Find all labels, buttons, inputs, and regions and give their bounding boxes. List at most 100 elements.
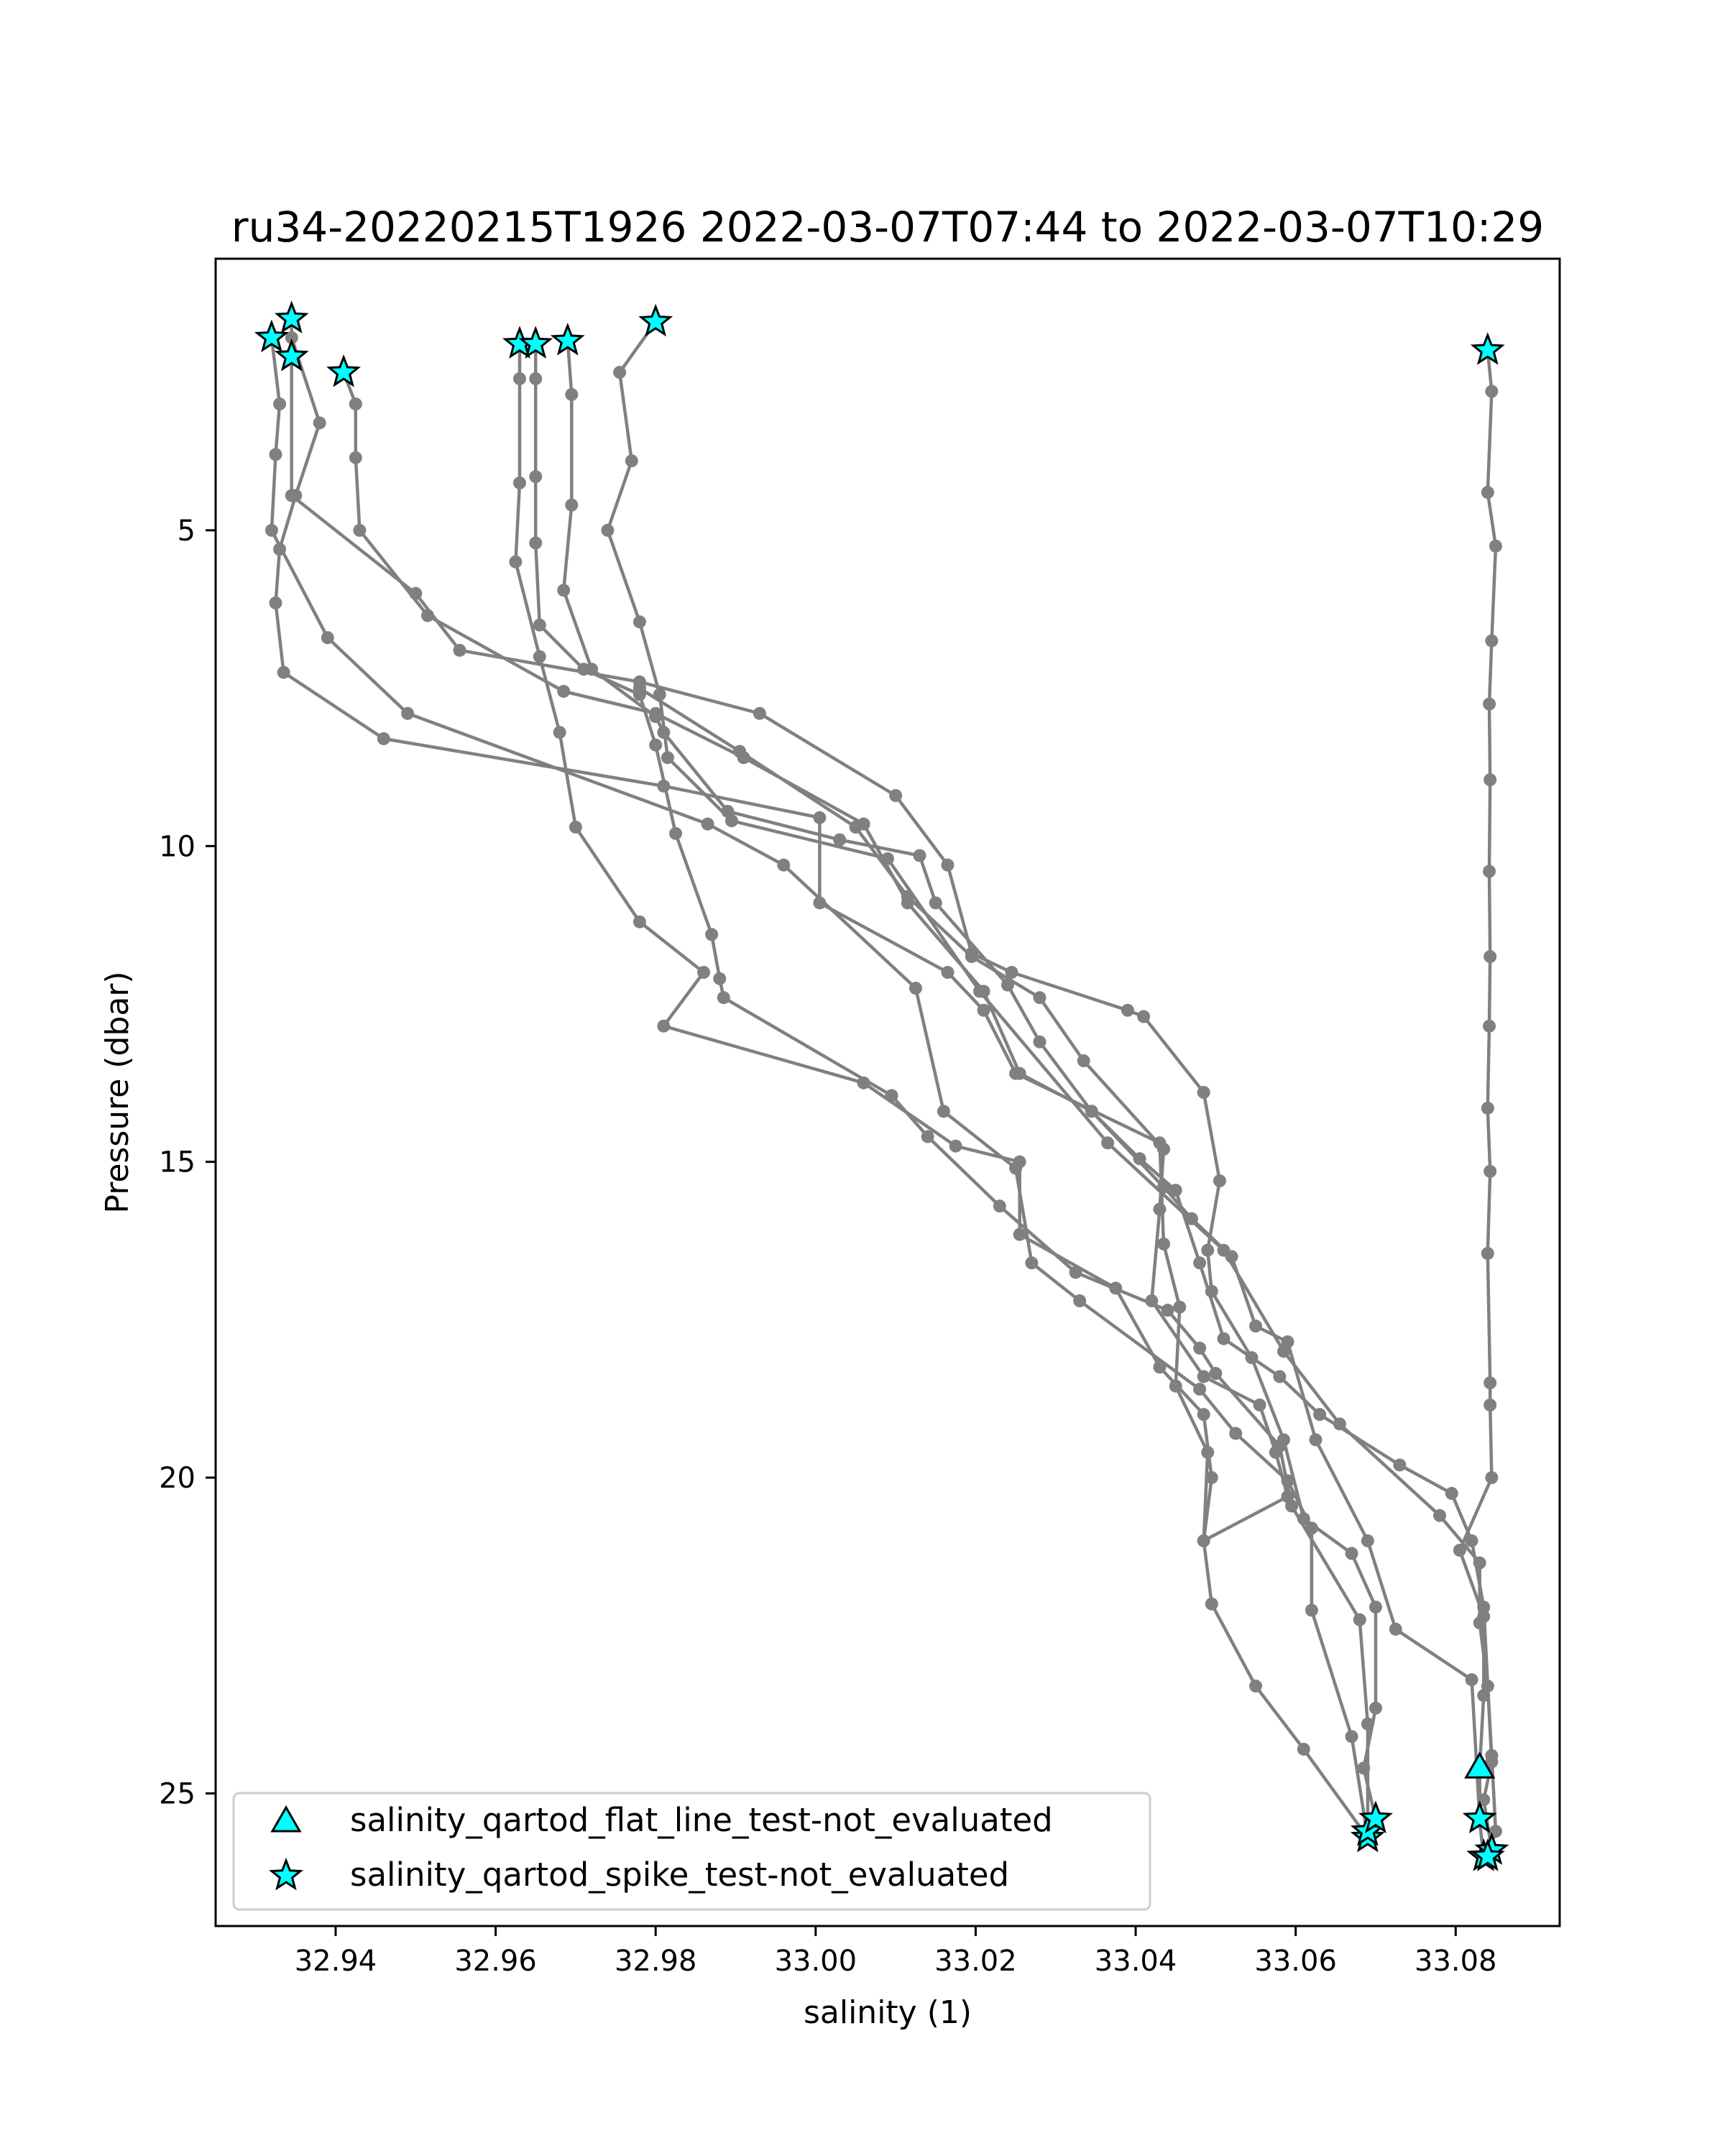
legend: salinity_qartod_flat_line_test-not_evalu…	[232, 1792, 1151, 1911]
profile-point	[813, 811, 827, 824]
profile-point	[833, 833, 847, 847]
y-tick-label: 10	[159, 830, 196, 863]
x-tick-label: 32.96	[454, 1945, 537, 1978]
profile-point	[1157, 1143, 1171, 1156]
profile-point	[512, 476, 526, 489]
spike-marker	[1462, 1800, 1497, 1833]
profile-point	[1013, 1155, 1026, 1169]
profile-point	[1249, 1680, 1263, 1693]
profile-point	[929, 896, 942, 910]
profile-point	[1433, 1508, 1447, 1522]
profile-line-6	[533, 344, 1370, 1832]
profile-point	[1485, 1749, 1499, 1762]
profile-point	[1213, 1174, 1226, 1188]
profile-point	[1484, 1399, 1497, 1411]
profile-point	[1345, 1730, 1358, 1743]
spike-marker	[326, 354, 362, 387]
profile-point	[1305, 1603, 1318, 1617]
legend-star-icon	[269, 1857, 303, 1891]
profile-point	[1193, 1341, 1207, 1355]
profile-point	[657, 1019, 671, 1033]
y-tick-label: 25	[159, 1777, 196, 1810]
profile-point	[1073, 1294, 1087, 1307]
profile-point	[277, 665, 290, 679]
profile-point	[1137, 1010, 1151, 1023]
profile-point	[661, 751, 674, 765]
profile-point	[949, 1139, 962, 1153]
profile-point	[273, 397, 287, 411]
profile-point	[529, 372, 543, 385]
profile-point	[1133, 1152, 1146, 1166]
profile-point	[1368, 1701, 1382, 1715]
profile-point	[1481, 486, 1494, 499]
profile-point	[632, 915, 646, 929]
x-tick-label: 32.98	[615, 1945, 697, 1978]
profile-point	[1013, 1227, 1026, 1241]
x-tick-label: 33.08	[1414, 1945, 1497, 1978]
profile-point	[696, 966, 710, 980]
profile-point	[1297, 1742, 1310, 1756]
profile-point	[1025, 1256, 1039, 1270]
profile-point	[1197, 1086, 1210, 1099]
profile-point	[420, 609, 434, 622]
profile-point	[264, 523, 278, 537]
x-axis-label: salinity (1)	[804, 1994, 972, 2031]
legend-star-marker	[269, 1857, 303, 1891]
profile-point	[1085, 1105, 1098, 1118]
profile-point	[885, 1089, 898, 1102]
profile-point	[512, 372, 526, 385]
profile-point	[977, 1003, 990, 1017]
profile-point	[1249, 1319, 1263, 1333]
profile-point	[1485, 384, 1499, 398]
profile-point	[1489, 539, 1502, 553]
spike-markers	[254, 300, 1509, 1871]
profile-point	[269, 448, 282, 461]
profile-point	[1217, 1332, 1230, 1345]
profile-point	[353, 523, 367, 537]
profile-point	[565, 498, 579, 512]
profile-point	[1465, 1534, 1478, 1547]
profile-point	[1368, 1600, 1382, 1614]
profile-point	[1197, 1370, 1210, 1383]
profile-point	[1173, 1300, 1187, 1314]
profile-point	[1465, 1673, 1478, 1687]
profile-point	[965, 950, 978, 964]
profile-point	[973, 985, 987, 998]
profile-point	[1209, 1367, 1223, 1381]
profile-point	[269, 596, 282, 609]
profile-point	[913, 849, 926, 862]
spike-marker	[1470, 332, 1505, 365]
profile-point	[1309, 1433, 1322, 1447]
y-tick-label: 15	[159, 1146, 196, 1179]
profile-point	[529, 470, 543, 484]
profile-point	[1253, 1399, 1266, 1411]
profile-point	[1483, 865, 1496, 878]
profile-line-9	[1458, 350, 1498, 1857]
profile-point	[937, 1105, 950, 1118]
profile-point	[701, 817, 714, 831]
profile-point	[1345, 1547, 1358, 1560]
legend-box	[232, 1792, 1151, 1911]
profile-point	[1161, 1304, 1174, 1317]
profile-point	[649, 738, 663, 752]
profile-point	[632, 688, 646, 701]
legend-triangle-icon	[270, 1805, 302, 1833]
profile-point	[881, 852, 894, 865]
spike-marker	[1470, 1838, 1505, 1871]
profile-point	[1121, 1003, 1134, 1017]
profile-point	[1157, 1237, 1171, 1250]
profile-point	[565, 387, 579, 401]
profile-point	[1333, 1417, 1346, 1431]
profile-point	[1353, 1613, 1366, 1626]
profile-point	[1229, 1427, 1243, 1440]
profile-point	[632, 615, 646, 629]
profile-point	[1393, 1458, 1407, 1472]
y-tick-label: 20	[159, 1462, 196, 1495]
y-axis-ticks: 5 10 15 20 25	[159, 515, 216, 1810]
profile-point	[733, 745, 747, 758]
profile-point	[1013, 1067, 1026, 1080]
profile-point	[1217, 1243, 1230, 1257]
profile-point	[349, 451, 362, 464]
profile-point	[993, 1199, 1006, 1213]
profile-point	[717, 991, 730, 1005]
